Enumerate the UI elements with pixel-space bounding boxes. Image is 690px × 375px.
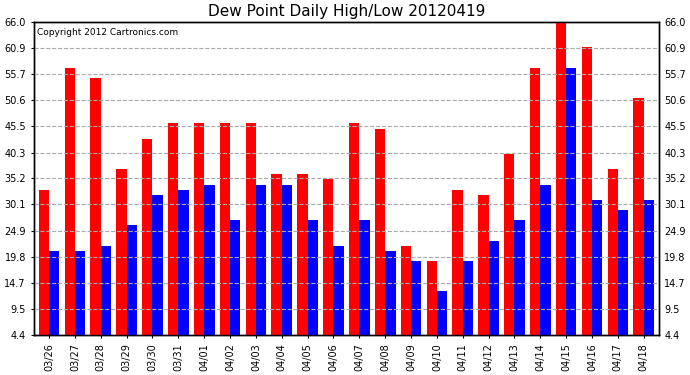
Bar <box>333 246 344 335</box>
Bar <box>349 123 359 335</box>
Bar <box>453 190 463 335</box>
Bar <box>194 123 204 335</box>
Bar <box>101 246 111 335</box>
Bar <box>204 184 215 335</box>
Title: Dew Point Daily High/Low 20120419: Dew Point Daily High/Low 20120419 <box>208 4 485 19</box>
Bar <box>566 68 576 335</box>
Bar <box>117 169 127 335</box>
Bar <box>168 123 178 335</box>
Bar <box>323 180 333 335</box>
Bar <box>385 251 395 335</box>
Bar <box>308 220 318 335</box>
Bar <box>90 78 101 335</box>
Bar <box>618 210 628 335</box>
Bar <box>478 195 489 335</box>
Bar <box>515 220 525 335</box>
Bar <box>530 68 540 335</box>
Bar <box>127 225 137 335</box>
Bar <box>49 251 59 335</box>
Bar <box>246 123 256 335</box>
Bar <box>540 184 551 335</box>
Bar <box>644 200 654 335</box>
Bar <box>375 129 385 335</box>
Bar <box>633 98 644 335</box>
Bar <box>142 139 152 335</box>
Bar <box>219 123 230 335</box>
Bar <box>152 195 163 335</box>
Bar <box>489 240 499 335</box>
Bar <box>230 220 240 335</box>
Bar <box>39 190 49 335</box>
Bar <box>65 68 75 335</box>
Bar <box>582 47 592 335</box>
Bar <box>256 184 266 335</box>
Bar <box>271 174 282 335</box>
Bar <box>178 190 188 335</box>
Bar <box>75 251 86 335</box>
Bar <box>504 154 515 335</box>
Bar <box>282 184 292 335</box>
Bar <box>401 246 411 335</box>
Bar <box>359 220 370 335</box>
Bar <box>556 22 566 335</box>
Bar <box>607 169 618 335</box>
Bar <box>463 261 473 335</box>
Text: Copyright 2012 Cartronics.com: Copyright 2012 Cartronics.com <box>37 28 178 37</box>
Bar <box>437 291 447 335</box>
Bar <box>411 261 422 335</box>
Bar <box>297 174 308 335</box>
Bar <box>592 200 602 335</box>
Bar <box>426 261 437 335</box>
